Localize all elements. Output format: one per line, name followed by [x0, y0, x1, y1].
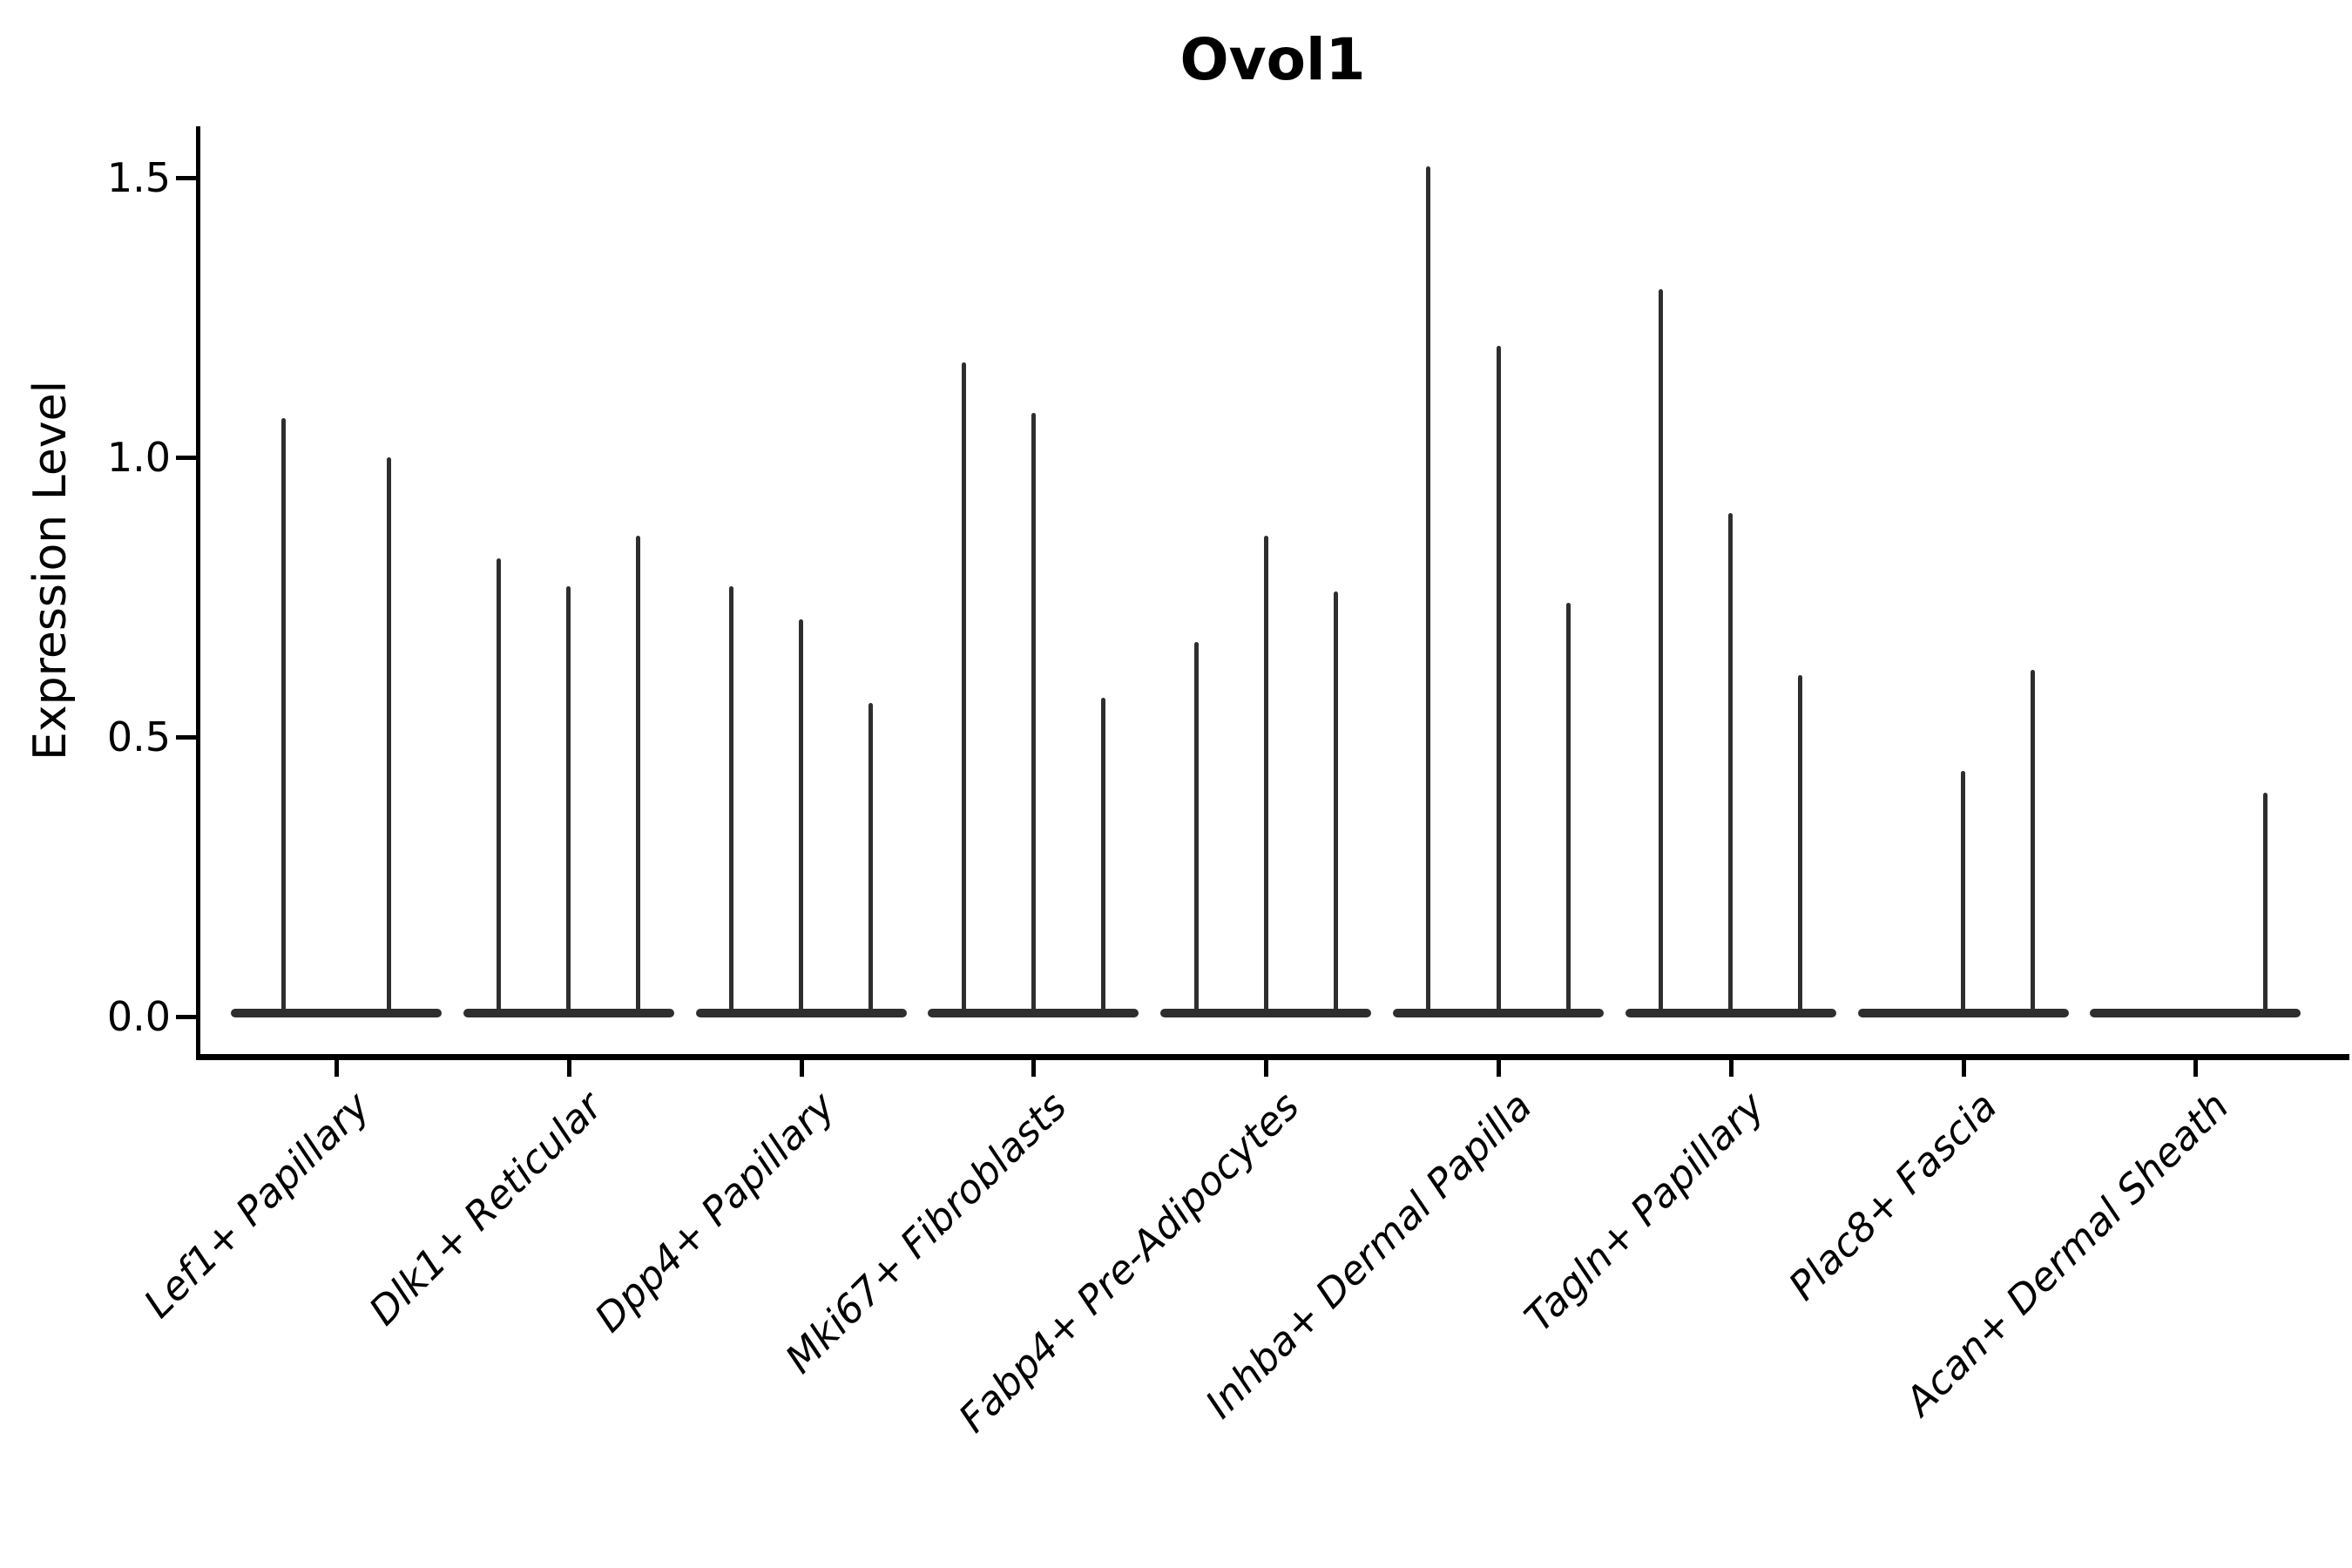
violin-spike — [497, 558, 502, 1013]
violin-spike — [2031, 669, 2036, 1013]
violin-spike — [1496, 345, 1501, 1013]
x-tick — [1264, 1060, 1269, 1077]
violin-spike — [868, 703, 874, 1013]
violin-spike — [281, 418, 287, 1013]
violin-spike — [799, 619, 804, 1013]
y-tick-label: 1.5 — [106, 154, 171, 201]
y-tick-label: 1.0 — [106, 434, 171, 481]
violin-spike — [1100, 698, 1105, 1013]
violin-baseline — [231, 1009, 442, 1017]
violin-spike — [1031, 412, 1036, 1013]
y-tick — [176, 735, 196, 740]
violin-spike — [1565, 602, 1571, 1013]
violin-spike — [1659, 289, 1664, 1013]
violin-baseline — [463, 1009, 674, 1017]
x-tick — [1497, 1060, 1501, 1077]
x-category-label: Dpp4+ Papillary — [585, 1083, 844, 1342]
x-tick — [1031, 1060, 1037, 1077]
violin-baseline — [695, 1009, 907, 1017]
violin-spike — [1961, 770, 1966, 1013]
violin-spike — [2262, 793, 2268, 1013]
x-category-label: Lef1+ Papillary — [134, 1083, 379, 1327]
violin-baseline — [2090, 1009, 2301, 1017]
violin-spike — [1728, 513, 1734, 1013]
violin-baseline — [1625, 1009, 1836, 1017]
violin-baseline — [1857, 1009, 2069, 1017]
x-category-label: Tagln+ Papillary — [1515, 1083, 1774, 1342]
x-category-label: Plac8+ Fascia — [1779, 1083, 2006, 1309]
violin-spike — [1193, 641, 1199, 1013]
violin-spike — [566, 585, 571, 1013]
violin-baseline — [928, 1009, 1139, 1017]
y-tick — [176, 1015, 196, 1019]
y-tick-label: 0.0 — [106, 993, 171, 1040]
violin-spike — [961, 362, 966, 1013]
y-axis-spine — [196, 126, 200, 1060]
x-tick — [2193, 1060, 2199, 1077]
violin-baseline — [1160, 1009, 1372, 1017]
x-tick — [566, 1060, 571, 1077]
x-category-label: Dlk1+ Reticular — [360, 1083, 612, 1335]
x-tick — [1728, 1060, 1734, 1077]
violin-spike — [386, 457, 391, 1013]
violin-spike — [1798, 675, 1803, 1013]
violin-baseline — [1393, 1009, 1604, 1017]
y-tick — [176, 176, 196, 180]
x-tick — [799, 1060, 804, 1077]
x-tick — [335, 1060, 339, 1077]
x-axis-spine — [196, 1054, 2349, 1060]
chart-title: Ovol1 — [1179, 26, 1366, 93]
violin-spike — [729, 585, 734, 1013]
y-tick — [176, 456, 196, 460]
violin-spike — [636, 535, 641, 1013]
violin-spike — [1333, 591, 1338, 1013]
violin-spike — [1263, 535, 1268, 1013]
violin-spike — [1426, 166, 1431, 1013]
x-tick — [1961, 1060, 1966, 1077]
y-tick-label: 0.5 — [106, 713, 171, 760]
